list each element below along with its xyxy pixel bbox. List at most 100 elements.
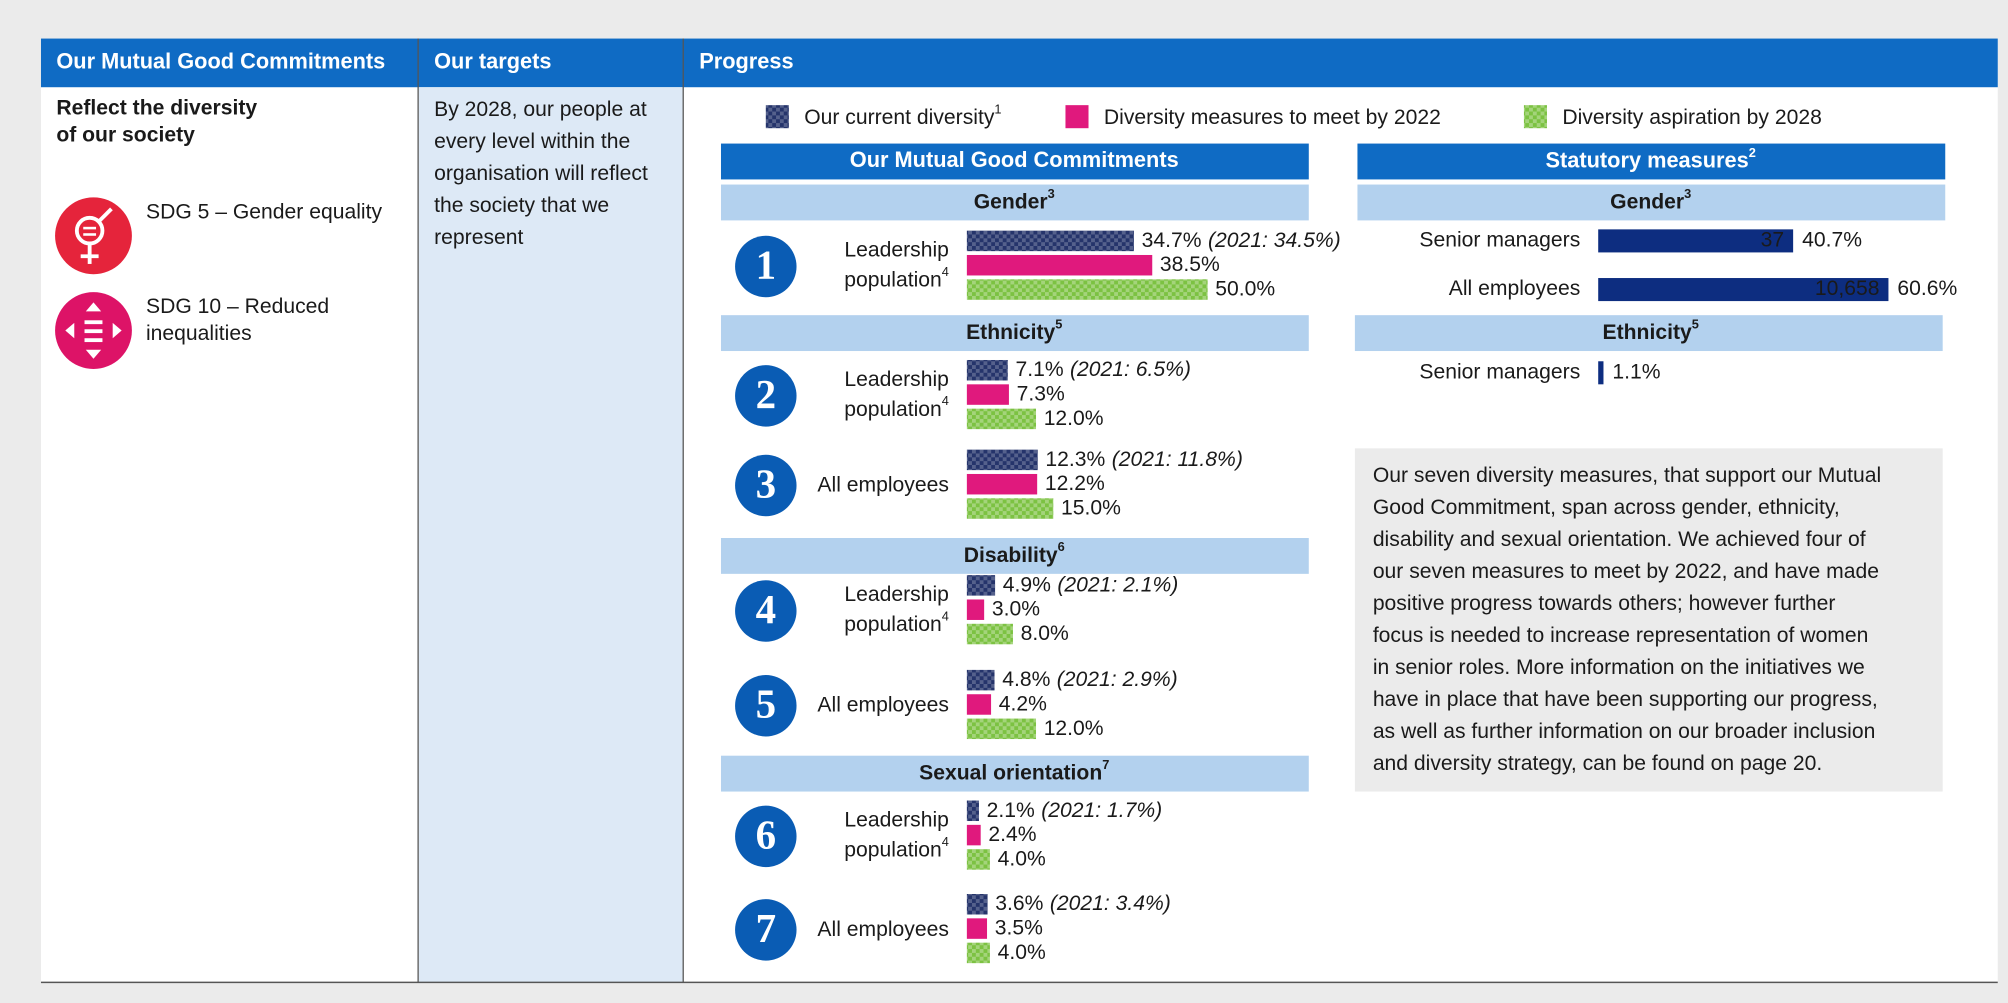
measure-badge	[735, 805, 797, 868]
measure-badge	[735, 580, 797, 642]
footnote-marker: 3	[1684, 186, 1691, 201]
footnote-marker: 6	[1058, 540, 1065, 555]
legend-swatch	[765, 105, 789, 129]
icon-shape	[84, 338, 103, 343]
note-text: have in place that have been supporting …	[1373, 688, 1878, 711]
bar-label: 1.1%	[1612, 360, 1660, 383]
legend-label: Our current diversity1	[804, 102, 1001, 129]
section-title: Gender3	[1610, 186, 1691, 213]
text-part: 3.5%	[995, 916, 1043, 939]
measure-badge	[735, 235, 797, 298]
note-text: Our seven diversity measures, that suppo…	[1373, 464, 1881, 487]
measure-label: population4	[844, 609, 949, 636]
bar	[966, 575, 996, 596]
measure-label: population4	[844, 394, 949, 421]
bar-label: 15.0%	[1061, 496, 1121, 519]
text-part: population	[844, 613, 942, 636]
text-part: Disability	[964, 544, 1058, 567]
bar	[966, 254, 1153, 276]
text-part: 50.0%	[1215, 277, 1275, 300]
section-title: Gender3	[974, 186, 1055, 213]
panel-title-bar	[1357, 143, 1946, 180]
measure-label: population4	[844, 264, 949, 291]
bar	[966, 718, 1037, 740]
text-part: Gender	[1610, 190, 1684, 213]
measure-label: Leadership	[844, 239, 949, 262]
text-part: population	[844, 268, 942, 291]
measure-badge	[735, 365, 797, 427]
prior-year: (2021: 1.7%)	[1041, 798, 1162, 821]
bar	[966, 449, 1038, 471]
icon-shape	[97, 207, 113, 224]
text-part: Sexual orientation	[919, 761, 1102, 784]
bar	[966, 279, 1208, 300]
note-text: positive progress towards others; howeve…	[1373, 592, 1836, 615]
section-bar	[720, 315, 1309, 352]
footnote-marker: 3	[1048, 186, 1055, 201]
bar	[966, 694, 992, 715]
row-label: Senior managers	[1419, 228, 1580, 251]
bar-label: 8.0%	[1021, 622, 1069, 645]
text-part: 4.8%	[1002, 668, 1050, 691]
target-text: every level within the	[434, 130, 630, 153]
text-part: Gender	[974, 190, 1048, 213]
bar-label: 12.3% (2021: 11.8%)	[1045, 447, 1242, 470]
measure-badge	[735, 899, 797, 961]
text-part: 3.0%	[992, 597, 1040, 620]
bar-label: 4.9% (2021: 2.1%)	[1003, 573, 1179, 596]
section-bar	[1354, 315, 1943, 352]
text-part: 2.1%	[987, 798, 1035, 821]
row-label: Senior managers	[1419, 360, 1580, 383]
measure-badge	[735, 454, 797, 517]
header-row	[40, 38, 1998, 88]
footnote-marker: 4	[942, 609, 949, 624]
bar-label: 38.5%	[1160, 253, 1220, 276]
text-part: All employees	[817, 473, 949, 496]
bar-label: 3.6% (2021: 3.4%)	[995, 892, 1171, 915]
panel-title: Statutory measures2	[1546, 145, 1756, 172]
bar-label: 60.6%	[1897, 277, 1957, 300]
text-part: Diversity aspiration by 2028	[1562, 106, 1822, 129]
panel-title-bar	[720, 143, 1309, 180]
text-part: All employees	[817, 693, 949, 716]
legend-swatch	[1523, 105, 1547, 129]
text-part: All employees	[817, 917, 949, 940]
bar-label: 12.0%	[1044, 406, 1104, 429]
bar	[1598, 361, 1604, 385]
prior-year: (2021: 3.4%)	[1050, 892, 1171, 915]
bar	[966, 498, 1054, 519]
target-text: represent	[434, 226, 523, 249]
text-part: 8.0%	[1021, 622, 1069, 645]
footnote-marker: 5	[1055, 317, 1062, 332]
footnote-marker: 1	[994, 102, 1001, 117]
bar-count: 37	[1761, 228, 1784, 251]
header-cell: Progress	[699, 49, 793, 74]
measure-number: 2	[756, 371, 776, 417]
measure-label: Leadership	[844, 809, 949, 832]
measure-label: All employees	[817, 473, 949, 496]
measure-number: 3	[756, 460, 776, 506]
text-part: 7.1%	[1015, 358, 1063, 381]
note-text: as well as further information on our br…	[1373, 720, 1876, 743]
text-part: population	[844, 838, 942, 861]
sdg-label: SDG 10 – Reduced	[146, 295, 329, 318]
text-part: 38.5%	[1160, 253, 1220, 276]
sdg-label: SDG 5 – Gender equality	[146, 200, 382, 223]
section-title: Ethnicity5	[966, 317, 1062, 344]
measure-number: 5	[756, 681, 776, 727]
prior-year: (2021: 11.8%)	[1112, 447, 1243, 470]
bar	[1598, 278, 1889, 302]
legend-swatch	[1065, 105, 1089, 129]
text-part: 4.0%	[998, 940, 1046, 963]
footnote-marker: 2	[1749, 145, 1756, 160]
bar-label: 34.7% (2021: 34.5%)	[1142, 228, 1341, 251]
section-title: Disability6	[964, 540, 1065, 567]
text-part: 15.0%	[1061, 496, 1121, 519]
text-part: 12.2%	[1045, 472, 1105, 495]
bar	[966, 359, 1008, 381]
prior-year: (2021: 6.5%)	[1070, 358, 1191, 381]
section-title: Ethnicity5	[1603, 317, 1699, 344]
target-text: organisation will reflect	[434, 162, 648, 185]
text-part: 12.3%	[1045, 447, 1105, 470]
